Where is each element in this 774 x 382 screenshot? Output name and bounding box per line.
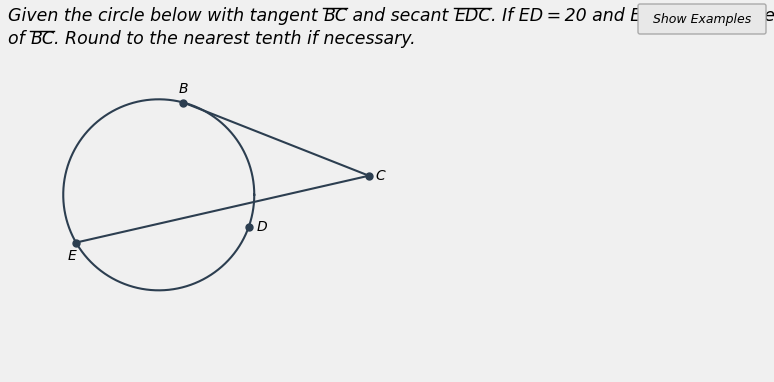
Text: . Round to the nearest tenth if necessary.: . Round to the nearest tenth if necessar… [54, 30, 416, 48]
Text: Given the circle below with tangent: Given the circle below with tangent [8, 7, 324, 25]
Text: of: of [8, 30, 30, 48]
FancyBboxPatch shape [638, 4, 766, 34]
Text: C: C [375, 169, 385, 183]
Text: E: E [68, 249, 77, 263]
Text: . If ED = 20 and EC = 34, find the length: . If ED = 20 and EC = 34, find the lengt… [491, 7, 774, 25]
Text: B: B [179, 82, 188, 96]
Text: D: D [256, 220, 267, 235]
Text: and secant: and secant [348, 7, 454, 25]
Text: EDC: EDC [454, 7, 491, 25]
Text: BC: BC [30, 30, 54, 48]
Text: Show Examples: Show Examples [653, 13, 751, 26]
Text: BC: BC [324, 7, 348, 25]
